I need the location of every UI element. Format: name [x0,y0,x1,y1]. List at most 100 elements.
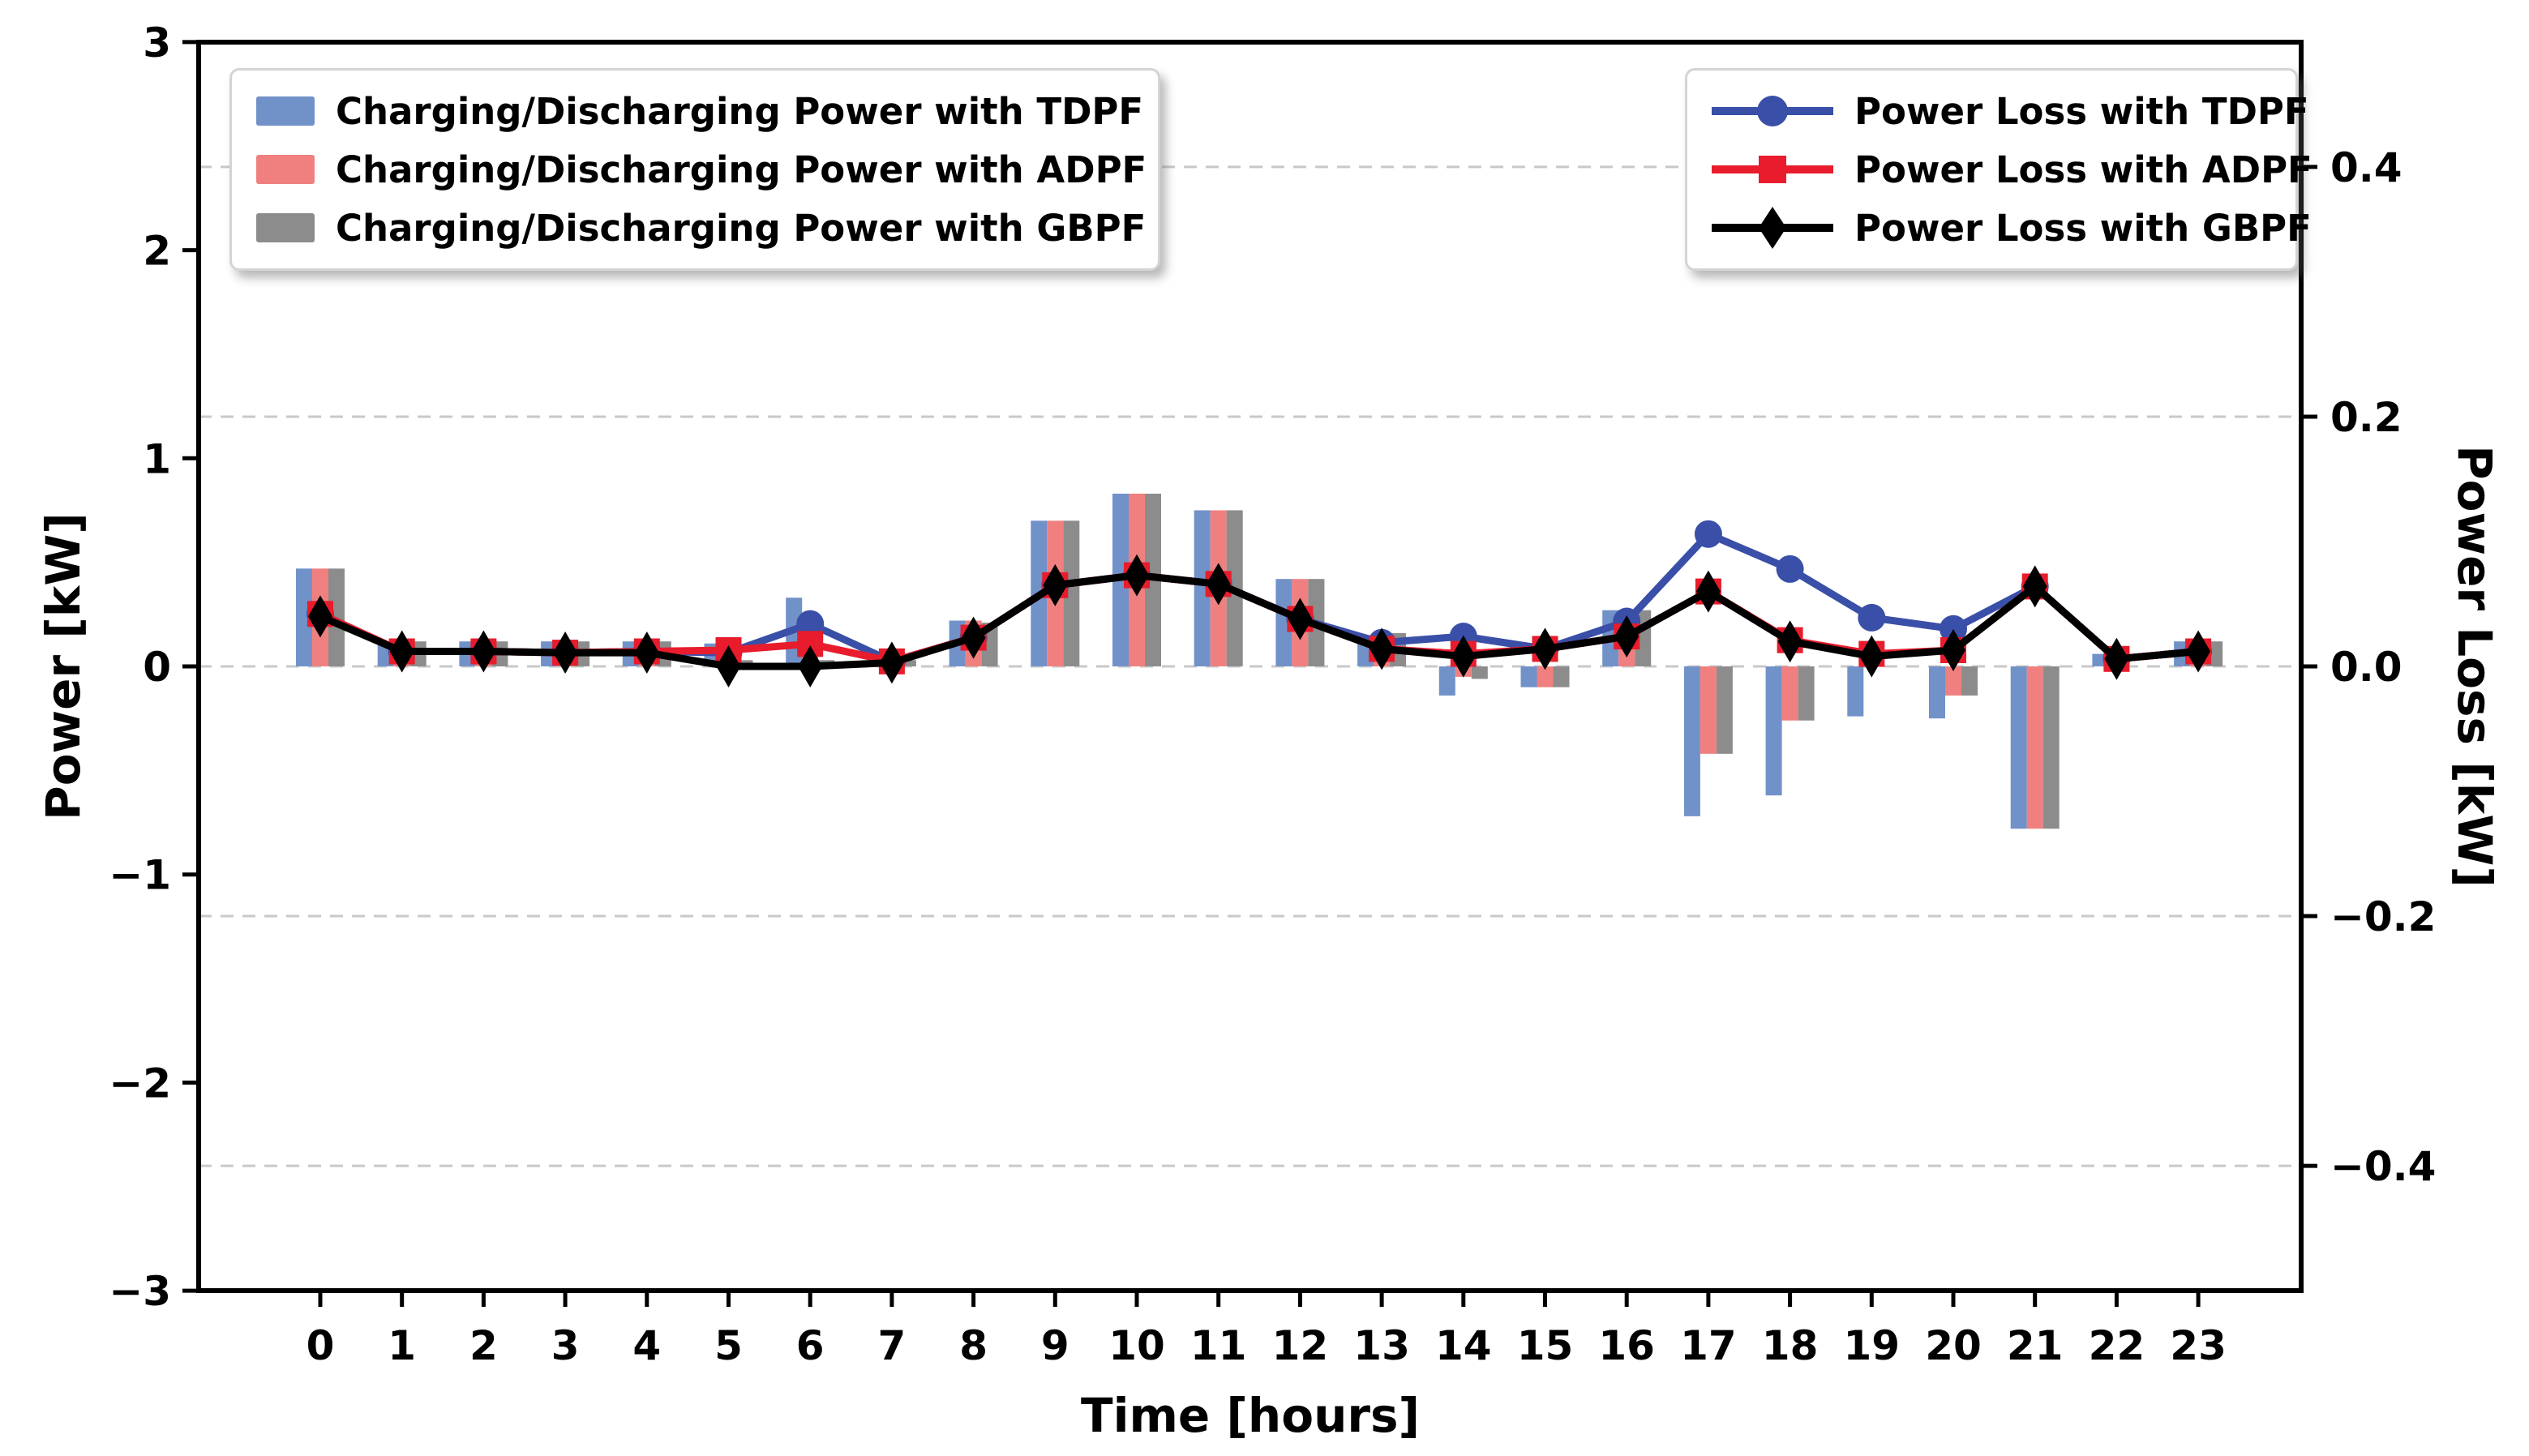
bar-legend: Charging/Discharging Power with TDPF Cha… [229,68,1160,271]
tick-label: 11 [1190,1322,1247,1369]
adpf-bar-swatch [256,155,315,184]
bar [1194,510,1211,666]
bar [1700,666,1717,754]
legend-label: Power Loss with ADPF [1854,148,2313,191]
legend-label: Power Loss with TDPF [1854,89,2309,133]
bar [2010,666,2027,829]
bar [296,568,312,666]
bar [1798,666,1815,721]
tick-label: 21 [2007,1322,2064,1369]
bar [1438,666,1455,696]
bar [1929,666,1945,719]
diamond-marker [389,630,414,673]
diamond-marker [1043,563,1068,606]
tick-label: −1 [109,852,171,899]
diamond-marker [2104,637,2129,680]
bar [1683,666,1700,816]
x-axis-title: Time [hours] [1081,1388,1420,1443]
diamond-marker [1859,635,1884,678]
bar [1961,666,1978,696]
legend-item-power-adpf: Charging/Discharging Power with ADPF [256,140,1147,199]
diamond-marker [1206,563,1231,606]
tick-label: −2 [109,1060,171,1107]
legend-label: Charging/Discharging Power with ADPF [336,148,1147,191]
tick-label: 10 [1108,1322,1165,1369]
circle-marker [1858,603,1886,632]
bar [899,660,916,666]
diamond-marker [308,595,332,638]
diamond-marker-icon [1759,207,1786,249]
diamond-marker [716,645,741,687]
bar [1716,666,1733,754]
tick-label: 12 [1272,1322,1329,1369]
right-axis-title: Power Loss [kW] [2447,445,2502,888]
tick-label: 22 [2089,1322,2145,1369]
bar [2042,666,2060,829]
diamond-marker [553,632,578,674]
bar [1553,666,1570,687]
diamond-marker [1777,620,1802,663]
tick-label: 0 [306,1322,335,1369]
bar [1781,666,1798,721]
bar [2026,666,2043,829]
tick-label: 9 [1041,1322,1069,1369]
line-adpf [307,562,2212,674]
circle-marker [1694,520,1722,548]
diamond-marker [471,630,496,673]
adpf-line-sample [1712,156,1833,183]
circle-marker [796,610,825,638]
bar [1275,579,1292,666]
tdpf-bar-swatch [256,96,315,126]
circle-marker [1940,615,1967,643]
tick-label: 2 [143,228,171,275]
bar [1520,666,1537,687]
circle-marker-icon [1757,96,1788,126]
tick-label: 2 [469,1322,498,1369]
legend-item-loss-tdpf: Power Loss with TDPF [1712,82,2309,140]
tick-label: 16 [1598,1322,1655,1369]
tick-label: −3 [109,1268,171,1315]
tick-label: −0.4 [2330,1143,2436,1190]
tick-label: 17 [1680,1322,1737,1369]
bar [1945,666,1961,696]
diamond-marker [798,645,823,687]
tick-label: 3 [551,1322,580,1369]
legend-item-power-tdpf: Charging/Discharging Power with TDPF [256,82,1143,140]
tick-label: 7 [878,1322,907,1369]
tick-label: 0.4 [2330,144,2403,191]
tick-label: 8 [959,1322,988,1369]
tick-label: 15 [1517,1322,1574,1369]
bar [1847,666,1864,717]
tick-label: −0.2 [2330,893,2436,940]
bar [1537,666,1554,687]
diamond-marker [1125,554,1149,597]
tick-label: 1 [388,1322,416,1369]
tick-label: 14 [1435,1322,1492,1369]
diamond-marker [1370,627,1395,670]
diamond-marker [2022,565,2047,608]
diamond-marker [879,641,904,684]
bar [1471,666,1488,679]
tick-label: 5 [714,1322,743,1369]
legend-item-loss-gbpf: Power Loss with GBPF [1712,199,2312,257]
legend-label: Charging/Discharging Power with GBPF [336,206,1147,250]
tick-label: 13 [1353,1322,1410,1369]
diamond-marker [1532,627,1558,670]
diamond-marker [2186,630,2211,673]
tick-label: 0.2 [2330,394,2403,441]
diamond-marker [1288,597,1313,640]
diamond-marker [1614,615,1640,658]
tick-label: 23 [2170,1322,2227,1369]
legend-item-loss-adpf: Power Loss with ADPF [1712,140,2313,199]
tick-label: 6 [796,1322,825,1369]
bars-gbpf [328,493,2223,829]
square-marker-icon [1759,156,1786,183]
legend-label: Power Loss with GBPF [1854,206,2312,250]
gbpf-bar-swatch [256,213,315,242]
tick-label: 3 [143,19,171,66]
legend-label: Charging/Discharging Power with TDPF [336,89,1144,133]
tick-label: 4 [632,1322,661,1369]
